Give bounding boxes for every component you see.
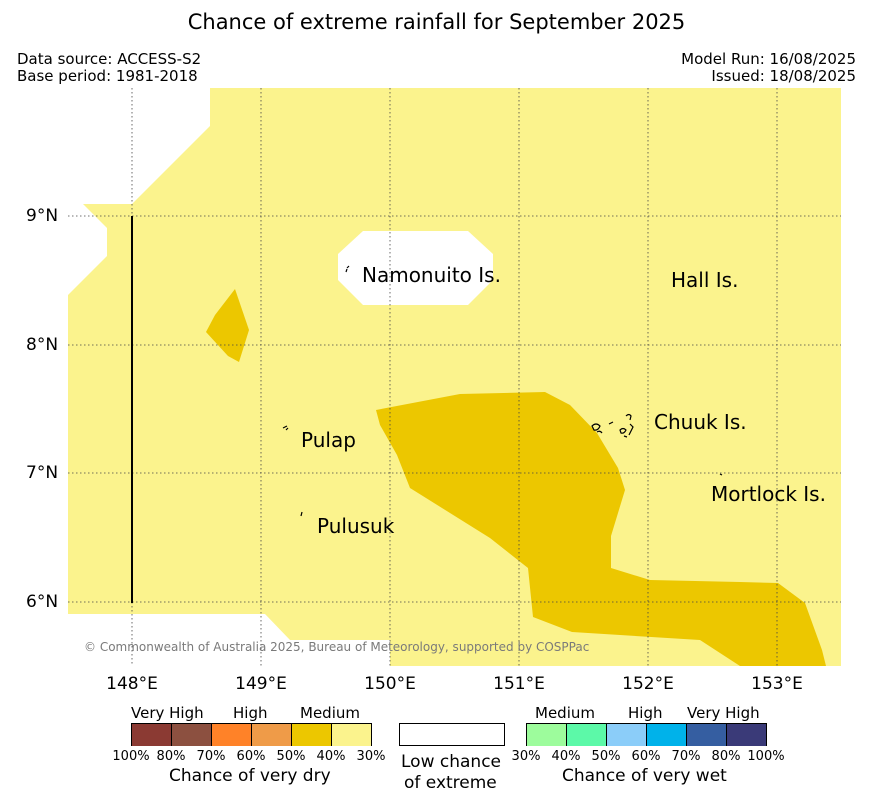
legend-wet-pct-60: 60% (631, 749, 661, 764)
mortlock-island-mark (719, 473, 723, 476)
swatch-wet-50-60 (607, 724, 647, 746)
pulap-island-mark (282, 425, 289, 431)
base-period-label: Base period: 1981-2018 (17, 67, 198, 85)
x-tick-153e: 153°E (751, 674, 803, 694)
legend-low-caption-line1: Low chance (401, 752, 501, 772)
chuuk-island-mark (591, 413, 634, 438)
issued-label: Issued: 18/08/2025 (711, 67, 856, 85)
label-namonuito: Namonuito Is. (362, 263, 501, 287)
legend-dry-pct-60: 60% (236, 749, 266, 764)
legend-dry-pct-70: 70% (196, 749, 226, 764)
swatch-wet-60-70 (647, 724, 687, 746)
legend-wet-bar (526, 723, 767, 746)
y-tick-8n: 8°N (26, 335, 59, 355)
namonuito-island-mark (345, 265, 350, 273)
gridlines (68, 88, 841, 666)
legend-wet-high: High (628, 704, 663, 722)
swatch-dry-70-80 (172, 724, 212, 746)
swatch-dry-80-100 (132, 724, 172, 746)
pulusuk-island-mark (300, 511, 303, 517)
label-hall: Hall Is. (671, 268, 739, 292)
model-run-label: Model Run: 16/08/2025 (681, 50, 856, 68)
dry-50-area-large (376, 392, 826, 666)
map-title: Chance of extreme rainfall for September… (187, 10, 686, 34)
white-top-left-area (68, 88, 210, 295)
legend-wet-pct-80: 80% (711, 749, 741, 764)
label-pulap: Pulap (301, 428, 356, 452)
label-pulusuk: Pulusuk (317, 514, 395, 538)
legend-wet-pct-50: 50% (591, 749, 621, 764)
swatch-wet-80-100 (727, 724, 766, 746)
x-tick-150e: 150°E (364, 674, 416, 694)
label-chuuk: Chuuk Is. (654, 410, 747, 434)
y-tick-6n: 6°N (26, 592, 59, 612)
dry-50-area-small (206, 289, 249, 362)
label-mortlock: Mortlock Is. (711, 482, 826, 506)
x-tick-148e: 148°E (106, 674, 158, 694)
x-tick-151e: 151°E (493, 674, 545, 694)
legend-dry-pct-80: 80% (156, 749, 186, 764)
legend-dry-pct-30: 30% (356, 749, 386, 764)
legend-dry-pct-40: 40% (316, 749, 346, 764)
island-marks (282, 265, 723, 517)
swatch-dry-50-60 (252, 724, 292, 746)
copyright-notice: © Commonwealth of Australia 2025, Bureau… (84, 640, 590, 654)
y-tick-7n: 7°N (26, 463, 59, 483)
swatch-wet-70-80 (687, 724, 727, 746)
legend-dry-bar (131, 723, 372, 746)
legend-dry-caption: Chance of very dry (169, 766, 331, 786)
x-tick-149e: 149°E (235, 674, 287, 694)
legend-wet-pct-30: 30% (511, 749, 541, 764)
swatch-wet-40-50 (567, 724, 607, 746)
data-source-label: Data source: ACCESS-S2 (17, 50, 202, 68)
legend-dry-pct-100: 100% (112, 749, 150, 764)
legend-wet-pct-70: 70% (671, 749, 701, 764)
swatch-wet-30-40 (527, 724, 567, 746)
legend-dry-medium: Medium (300, 704, 360, 722)
swatch-dry-30-40 (332, 724, 371, 746)
legend-wet-caption: Chance of very wet (562, 766, 727, 786)
white-bottom-left-area (68, 614, 390, 666)
swatch-dry-40-50 (292, 724, 332, 746)
y-tick-9n: 9°N (26, 206, 59, 226)
legend-dry-pct-50: 50% (276, 749, 306, 764)
legend-wet-medium: Medium (535, 704, 595, 722)
x-tick-152e: 152°E (622, 674, 674, 694)
legend-wet-very-high: Very High (687, 704, 760, 722)
map-background (68, 88, 841, 666)
legend-wet-pct-100: 100% (747, 749, 785, 764)
legend-low-caption-line2: of extreme (404, 773, 497, 793)
legend-wet-pct-40: 40% (551, 749, 581, 764)
legend-dry-very-high: Very High (131, 704, 204, 722)
legend-low-chance-swatch (399, 723, 505, 746)
low-chance-area-namonuito (338, 231, 493, 305)
legend-dry-high: High (233, 704, 268, 722)
swatch-dry-60-70 (212, 724, 252, 746)
